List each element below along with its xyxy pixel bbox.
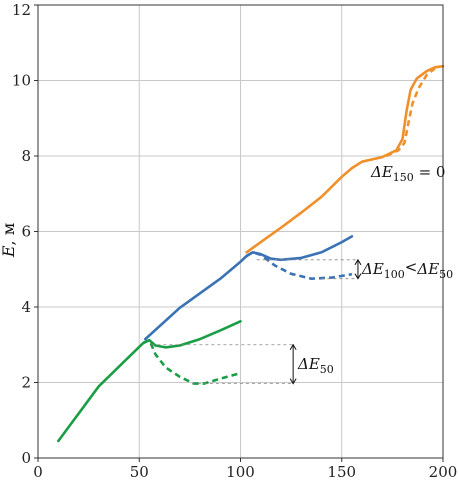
y-tick-label: 6 [21,223,31,241]
annotation-dE150-sub: 150 [393,171,414,184]
reference-lines [151,258,362,385]
annotation-dE50-sub: 50 [320,363,334,376]
y-tick-label: 0 [21,449,31,467]
bracket-dE50 [289,343,297,385]
bracket-dE100 [354,258,362,280]
series-line-dashed [245,251,353,280]
grid-lines [37,4,444,459]
x-tick-label: 100 [226,463,255,480]
x-tick-label: 50 [130,463,149,480]
series-line-solid [245,64,445,254]
annotation-dE150-main: ΔE [370,163,393,181]
x-tick-label: 200 [429,463,458,480]
series-line-solid [57,320,242,443]
annotation-dE100-sub: 100 [384,268,405,281]
series-lines [57,64,445,443]
x-axis-ticks: 0 50 100 150 200 [33,458,457,480]
annotation-dE100: ΔE100<ΔE50 [361,258,453,281]
x-tick-label: 150 [327,463,356,480]
annotation-dE150: ΔE150 = 0 [370,163,445,184]
annotation-dE100-lt: < [405,258,418,276]
y-tick-label: 4 [21,298,31,316]
y-axis-label: E, м [0,223,18,258]
annotation-dE100-main: ΔE [361,260,384,278]
annotation-dE150-rest: = 0 [414,163,446,181]
annotation-dE50-main: ΔE [297,355,320,373]
series-line-dashed [385,67,436,158]
y-tick-label: 2 [21,374,31,392]
y-axis-label-unit: , м [0,223,18,246]
x-tick-label: 0 [33,463,43,480]
y-tick-label: 12 [12,1,31,19]
y-axis-label-symbol: E [0,245,18,258]
annotation-dE50: ΔE50 [297,355,334,376]
y-tick-label: 8 [21,147,31,165]
annotation-dE100-sub2: 50 [439,268,453,281]
annotation-dE100-main2: ΔE [416,260,439,278]
y-tick-label: 10 [12,72,31,90]
y-axis-ticks: 0 2 4 6 8 10 12 [12,1,38,467]
